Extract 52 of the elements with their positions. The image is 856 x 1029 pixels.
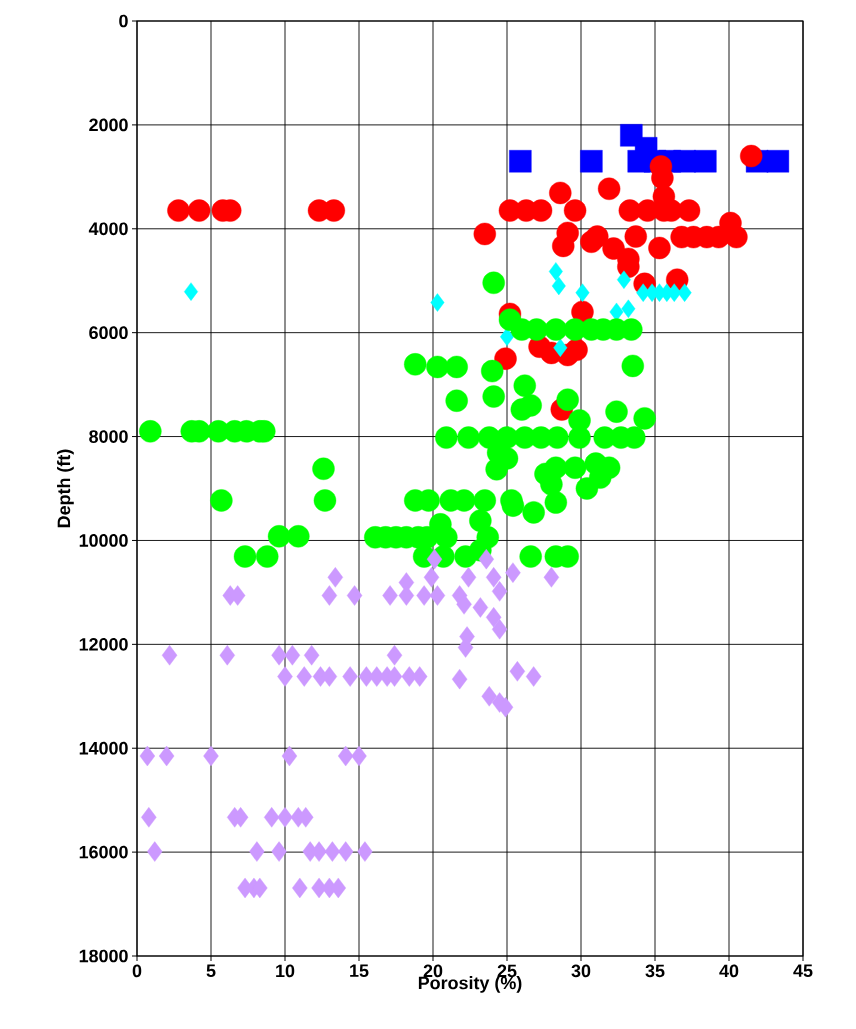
point [766,150,790,173]
point [586,225,609,248]
x-tick-label: 25 [497,964,517,978]
point [621,299,636,318]
x-tick-label: 15 [350,964,369,978]
point [563,199,587,222]
y-tick-label: 2000 [89,118,128,132]
point [580,150,603,173]
point [549,181,572,205]
x-tick-label: 45 [793,964,813,978]
point [551,276,566,296]
point [187,199,211,222]
point [677,283,692,302]
point [548,262,563,281]
x-tick-label: 0 [132,964,142,978]
point [494,347,517,370]
x-tick-label: 5 [206,964,216,978]
x-tick-label: 10 [276,964,295,978]
point [500,327,514,347]
point [473,222,496,246]
y-tick-label: 10000 [79,534,128,547]
y-axis-title: Depth (ft) [57,449,74,528]
x-tick-label: 30 [571,964,591,978]
point [509,150,532,173]
y-tick-label: 4000 [88,222,128,236]
point [673,150,696,173]
x-tick-label: 20 [423,964,443,978]
y-tick-label: 12000 [79,637,128,651]
y-tick-label: 8000 [89,430,128,443]
point [616,270,631,289]
point [648,236,671,260]
y-tick-label: 18000 [79,949,128,963]
y-tick-label: 0 [119,14,128,28]
x-tick-label: 35 [645,964,665,978]
point [184,282,198,301]
point [571,300,594,324]
point [597,177,621,200]
point [552,234,575,258]
y-tick-label: 14000 [79,741,128,755]
x-axis-title: Porosity (%) [418,976,522,993]
point [575,283,590,302]
y-tick-label: 16000 [79,845,128,859]
point [694,150,717,173]
point [167,199,190,222]
point [602,237,625,260]
y-tick-label: 6000 [89,326,128,340]
point [624,225,647,248]
point [677,199,701,222]
point [565,338,588,362]
point [740,144,763,168]
x-tick-label: 40 [719,964,739,978]
point [430,293,445,312]
